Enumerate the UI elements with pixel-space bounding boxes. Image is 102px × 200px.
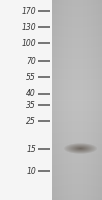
Text: 15: 15: [26, 144, 36, 154]
Text: 100: 100: [21, 38, 36, 47]
Text: 70: 70: [26, 56, 36, 66]
Text: 40: 40: [26, 90, 36, 98]
Text: 55: 55: [26, 72, 36, 82]
Text: 35: 35: [26, 100, 36, 110]
Text: 170: 170: [21, 6, 36, 16]
Text: 25: 25: [26, 116, 36, 126]
Text: 10: 10: [26, 166, 36, 176]
Text: 130: 130: [21, 22, 36, 31]
